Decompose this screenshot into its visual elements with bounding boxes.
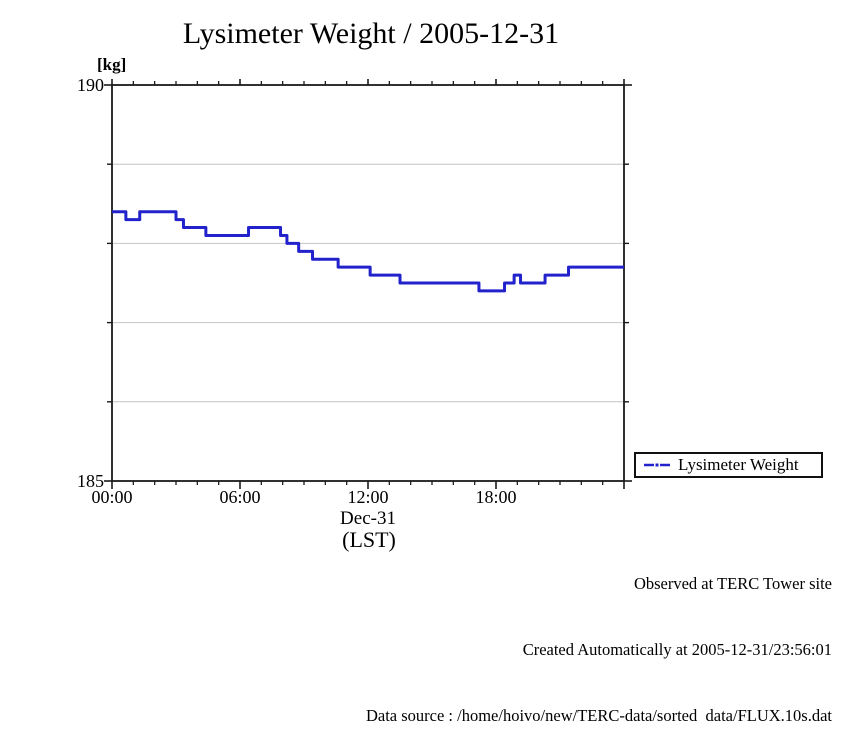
x-axis-date-label: Dec-31 (340, 508, 396, 529)
chart-canvas (104, 79, 632, 489)
y-axis-unit-label: [kg] (97, 55, 127, 74)
footer-created-at: Created Automatically at 2005-12-31/23:5… (522, 640, 832, 659)
footer-observed-at: Observed at TERC Tower site (633, 574, 832, 593)
x-axis-timezone-label: (LST) (342, 527, 396, 552)
footer-annotations: Observed at TERC Tower site Created Auto… (366, 529, 832, 749)
chart-title: Lysimeter Weight / 2005-12-31 (182, 17, 560, 50)
legend-line-sample-icon (644, 463, 670, 467)
x-tick-label-0000: 00:00 (91, 487, 133, 507)
y-tick-label-185: 185 (77, 471, 104, 491)
y-tick-label-190: 190 (77, 75, 104, 95)
x-tick-label-0600: 06:00 (219, 487, 261, 507)
legend-box: Lysimeter Weight (634, 452, 823, 478)
footer-data-source: Data source : /home/hoivo/new/TERC-data/… (365, 706, 832, 725)
x-tick-label-1200: 12:00 (347, 487, 389, 507)
x-tick-label-1800: 18:00 (475, 487, 517, 507)
legend-series-label: Lysimeter Weight (678, 455, 799, 474)
